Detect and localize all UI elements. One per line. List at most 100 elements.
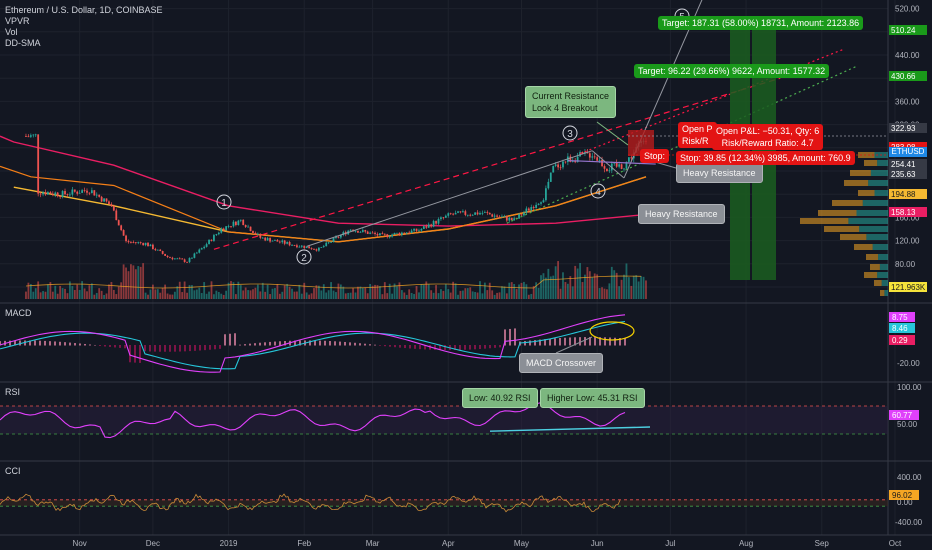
volume-bar xyxy=(369,283,372,299)
volume-bar xyxy=(349,292,352,299)
macd-histogram-bar xyxy=(394,345,396,348)
stop-partial-label[interactable]: Stop: xyxy=(640,149,670,163)
target-1-label[interactable]: Target: 187.31 (58.00%) 18731, Amount: 2… xyxy=(658,16,864,30)
price-tick-label: 120.00 xyxy=(895,237,920,246)
volume-bar xyxy=(125,267,127,299)
volume-bar xyxy=(408,289,411,299)
macd-histogram-bar xyxy=(564,337,566,346)
candle-body xyxy=(608,170,611,172)
volume-bar xyxy=(215,290,218,299)
volume-bar xyxy=(425,281,428,299)
volume-profile-bar xyxy=(884,290,888,296)
stop-label[interactable]: Stop: 39.85 (12.34%) 3985, Amount: 760.9 xyxy=(676,151,855,165)
candle-body xyxy=(137,242,140,244)
volume-bar xyxy=(208,291,210,299)
volume-bar xyxy=(596,274,599,299)
volume-bar xyxy=(491,290,494,299)
candle-body xyxy=(559,167,562,169)
cci-value-label-bg xyxy=(889,490,919,500)
macd-histogram-bar xyxy=(489,345,491,349)
heavy-resistance-callout-2: Heavy Resistance xyxy=(638,204,725,224)
volume-bar xyxy=(437,293,440,299)
macd-value-label-bg xyxy=(889,312,915,322)
candle-body xyxy=(266,238,269,241)
volume-bar xyxy=(508,282,511,299)
volume-bar xyxy=(586,267,589,299)
volume-bar xyxy=(178,281,181,299)
open-pl-partial-label[interactable]: Open P Risk/R xyxy=(678,122,717,148)
volume-bar xyxy=(242,290,245,299)
volume-bar xyxy=(520,282,523,299)
volume-bar xyxy=(557,261,560,299)
volume-bar xyxy=(430,290,433,299)
candle-body xyxy=(447,213,450,216)
volume-bar xyxy=(337,283,340,299)
candle-body xyxy=(64,191,66,195)
candle-body xyxy=(56,192,59,197)
target-2-label[interactable]: Target: 96.22 (29.66%) 9622, Amount: 157… xyxy=(634,64,830,78)
legend-vpvr[interactable]: VPVR xyxy=(5,16,30,26)
macd-histogram-bar xyxy=(569,337,571,346)
macd-histogram-bar xyxy=(264,342,266,346)
macd-histogram-bar xyxy=(89,344,91,346)
volume-bar xyxy=(166,293,169,299)
cci-band xyxy=(0,499,888,507)
volume-bar xyxy=(486,290,489,299)
candle-body xyxy=(296,245,298,248)
volume-profile-bar xyxy=(879,264,888,270)
macd-histogram-bar xyxy=(299,340,301,346)
macd-label[interactable]: MACD xyxy=(5,308,32,318)
macd-histogram-bar xyxy=(204,345,206,351)
candle-body xyxy=(576,156,579,163)
legend-vol[interactable]: Vol xyxy=(5,27,18,37)
rsi-label[interactable]: RSI xyxy=(5,387,21,397)
candle-body xyxy=(315,249,318,251)
macd-histogram-bar xyxy=(459,345,461,350)
volume-bar xyxy=(254,287,257,299)
volume-bar xyxy=(320,290,323,299)
legend-title[interactable]: Ethereum / U.S. Dollar, 1D, COINBASE xyxy=(5,5,163,15)
volume-bar xyxy=(288,286,291,299)
volume-bar xyxy=(230,281,232,299)
cci-label[interactable]: CCI xyxy=(5,466,21,476)
candle-body xyxy=(237,220,240,226)
volume-bar xyxy=(457,294,459,299)
volume-profile-bar xyxy=(859,226,888,232)
volume-bar xyxy=(308,294,311,299)
price-marker-label-bg xyxy=(889,207,927,217)
resistance-trendline xyxy=(213,77,781,250)
candle-body xyxy=(513,218,516,221)
short-resistance-line xyxy=(567,159,656,165)
candle-body xyxy=(320,246,323,248)
candle-body xyxy=(427,224,430,228)
volume-bar xyxy=(205,293,208,299)
wave-marker-circle xyxy=(296,249,312,265)
candle-body xyxy=(203,246,206,249)
volume-bar xyxy=(525,284,528,299)
legend-dd-sma[interactable]: DD-SMA xyxy=(5,38,41,48)
volume-bar xyxy=(210,281,213,299)
volume-bar xyxy=(415,286,418,299)
candle-body xyxy=(325,242,328,247)
volume-profile-bar xyxy=(848,218,888,224)
volume-bar xyxy=(105,293,108,299)
candle-body xyxy=(545,188,547,201)
candle-body xyxy=(34,134,37,136)
volume-bar xyxy=(59,285,62,299)
volume-bar xyxy=(623,274,625,299)
volume-bar xyxy=(598,288,601,299)
macd-histogram-bar xyxy=(124,345,126,349)
macd-crossover-callout: MACD Crossover xyxy=(519,353,604,373)
time-tick-label: Jul xyxy=(665,539,675,548)
macd-histogram-bar xyxy=(604,337,606,346)
volume-bar xyxy=(469,287,472,299)
volume-bar xyxy=(357,286,359,299)
volume-bar xyxy=(95,292,98,299)
candle-body xyxy=(337,236,340,238)
candle-body xyxy=(249,226,252,232)
candle-body xyxy=(122,230,125,236)
volume-profile-bar xyxy=(858,190,875,196)
time-tick-label: Apr xyxy=(442,539,455,548)
open-pl-label[interactable]: Open P&L: −50.31, Qty: 6 Risk/Reward Rat… xyxy=(712,124,824,150)
